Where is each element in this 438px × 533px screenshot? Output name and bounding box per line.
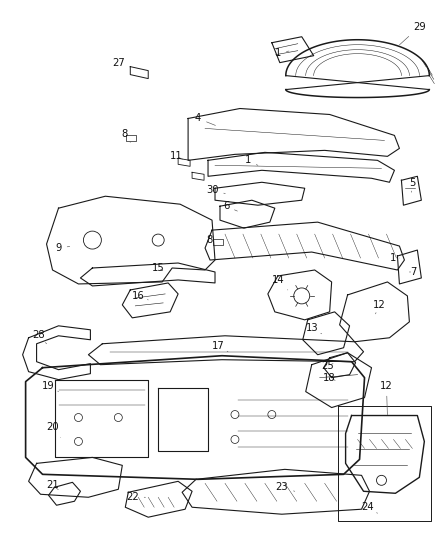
Text: 1: 1 (390, 253, 399, 263)
Text: 28: 28 (32, 330, 46, 344)
Text: 1: 1 (245, 155, 258, 165)
Text: 21: 21 (46, 480, 59, 490)
Text: 1: 1 (275, 47, 289, 58)
Text: 18: 18 (323, 373, 336, 383)
Text: 27: 27 (112, 58, 131, 68)
Text: 29: 29 (399, 22, 426, 45)
Text: 12: 12 (380, 381, 393, 415)
Text: 8: 8 (121, 130, 130, 142)
Text: 19: 19 (42, 381, 59, 392)
Text: 4: 4 (195, 114, 215, 125)
Text: 11: 11 (170, 151, 183, 161)
Text: 8: 8 (206, 235, 215, 246)
Text: 16: 16 (132, 291, 148, 301)
Text: 12: 12 (373, 300, 386, 314)
Text: 22: 22 (126, 492, 145, 502)
Text: 23: 23 (276, 482, 295, 492)
Text: 13: 13 (305, 323, 321, 334)
Text: 17: 17 (212, 341, 228, 352)
Text: 24: 24 (361, 502, 378, 513)
Text: 20: 20 (46, 423, 60, 438)
Text: 25: 25 (321, 361, 334, 370)
Text: 7: 7 (410, 267, 417, 277)
Text: 5: 5 (409, 178, 416, 192)
Text: 6: 6 (223, 201, 237, 211)
Text: 15: 15 (152, 263, 165, 273)
Text: 9: 9 (55, 243, 70, 253)
Text: 30: 30 (206, 185, 225, 195)
Text: 14: 14 (272, 275, 288, 290)
